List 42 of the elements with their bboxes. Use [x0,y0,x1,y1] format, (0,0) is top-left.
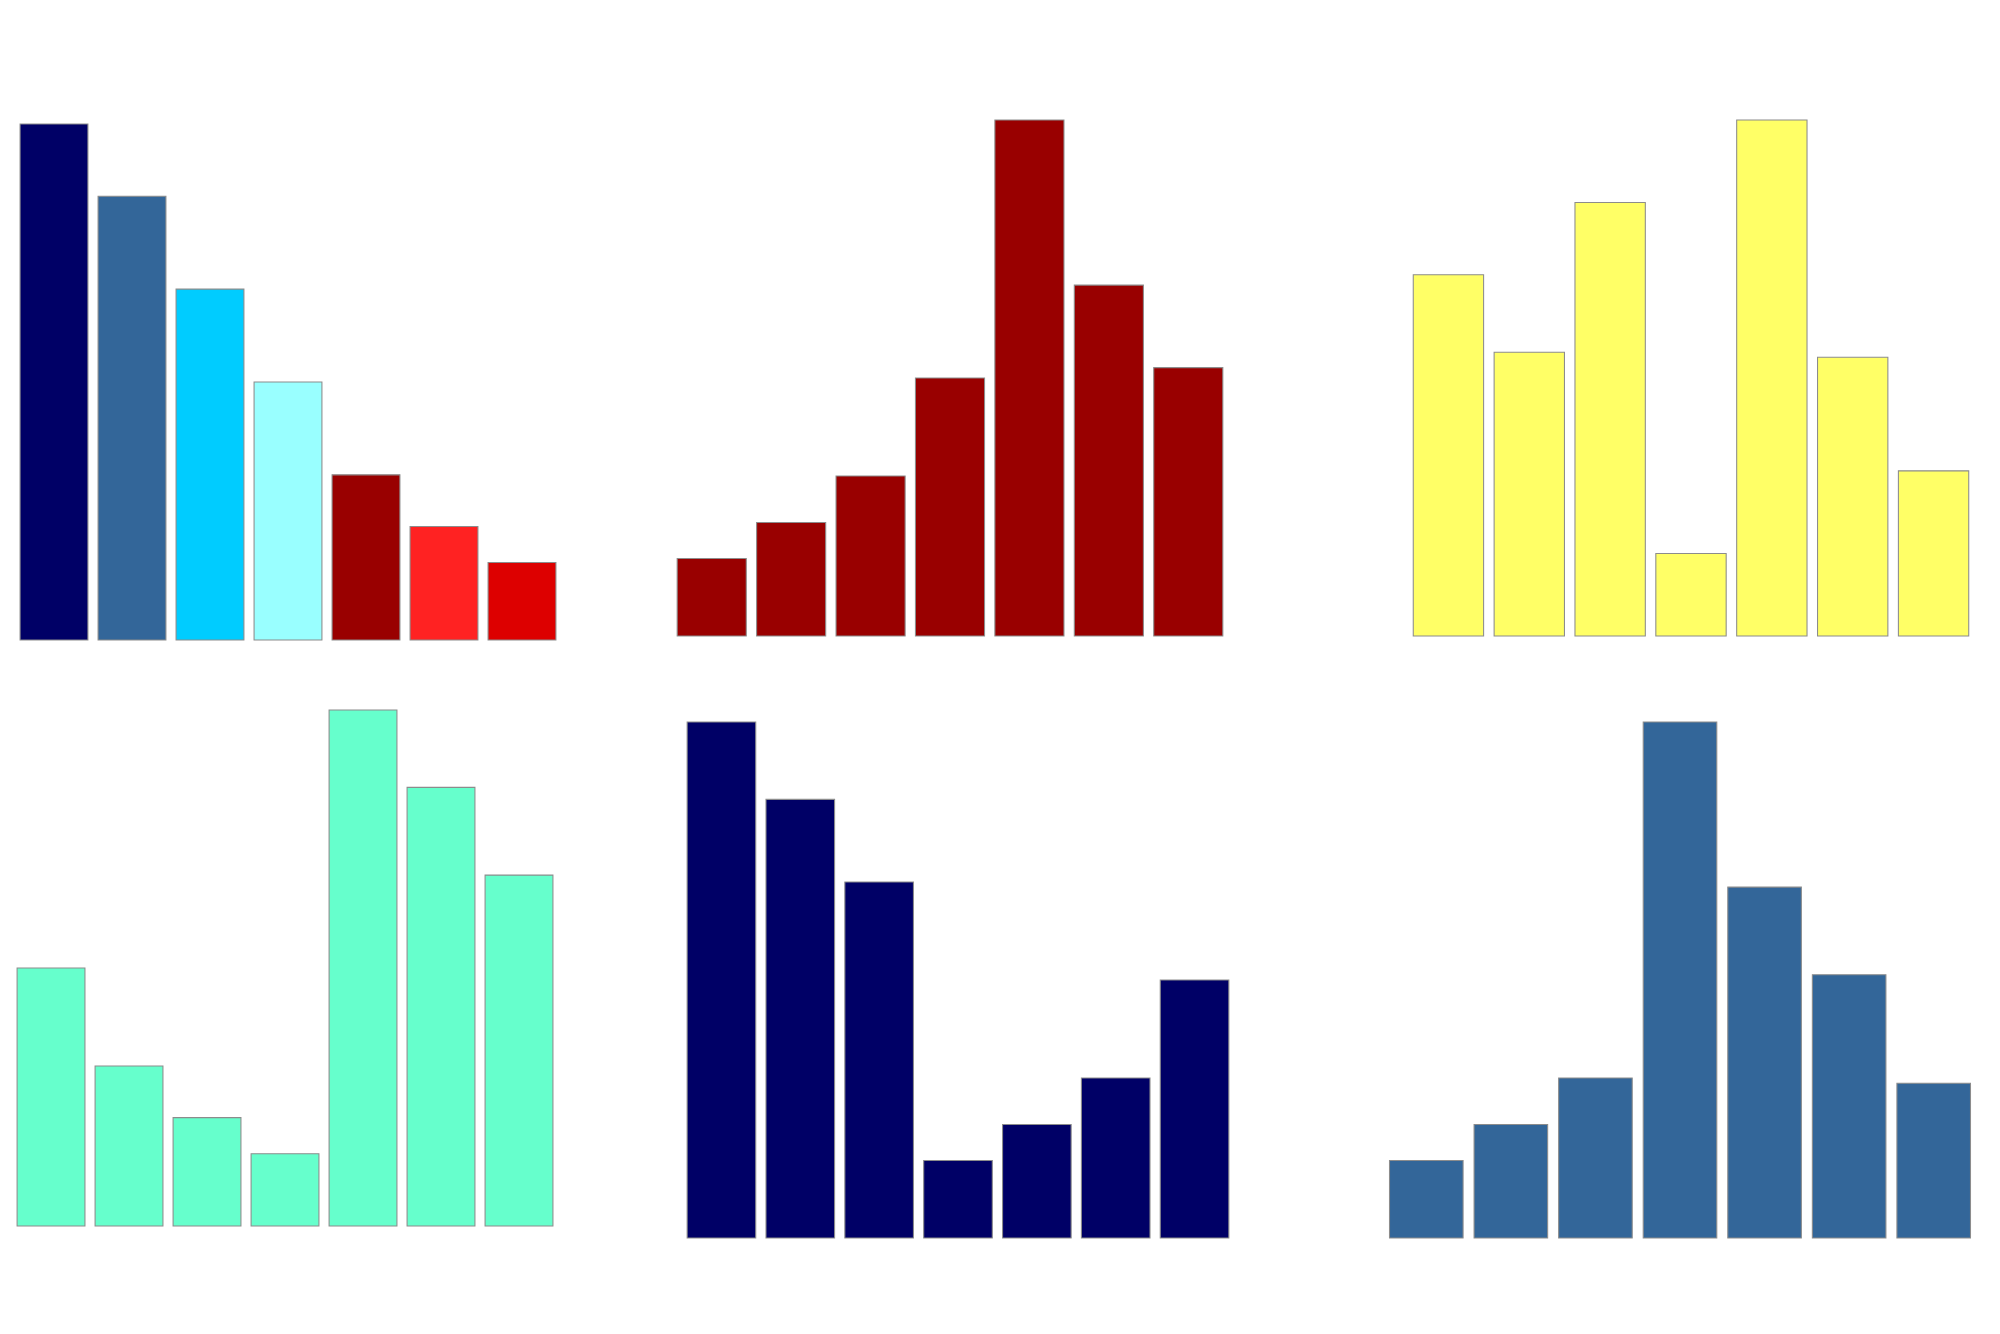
bar [250,1153,320,1227]
bar [1736,119,1808,637]
bar [1558,1077,1633,1239]
bar [1816,356,1889,637]
bar [844,881,914,1239]
bar [409,525,479,641]
bar [16,967,86,1227]
bar [1080,1077,1151,1239]
bar [406,786,476,1227]
bar [484,874,554,1227]
bar [1473,1123,1549,1239]
bar [765,798,836,1239]
bar [1897,470,1970,637]
bar [1727,886,1802,1239]
bar [94,1065,164,1227]
bar [331,474,401,641]
bar [1388,1160,1464,1239]
bar [1896,1082,1972,1239]
bar [686,721,757,1239]
bar [19,123,89,641]
bar [97,195,167,641]
bar [1811,974,1887,1239]
bar [1642,721,1718,1239]
bar [676,558,747,637]
bar [835,475,906,637]
bar [923,1160,993,1239]
bar [175,288,245,641]
bar [328,709,398,1227]
bar [994,119,1065,637]
bar [1002,1123,1072,1239]
bar [1574,202,1646,637]
bar [1412,274,1485,637]
bar [487,562,557,641]
bar [172,1117,242,1227]
bar [1159,979,1230,1239]
bar [914,377,986,637]
bar [253,381,323,641]
bar [756,521,827,637]
bar [1153,367,1224,637]
bar [1073,284,1144,637]
bar [1493,351,1565,637]
bar [1655,552,1727,637]
